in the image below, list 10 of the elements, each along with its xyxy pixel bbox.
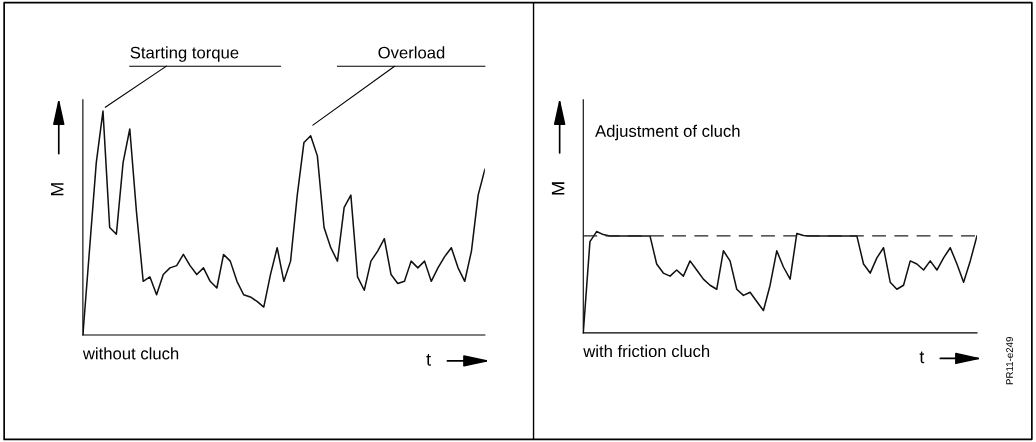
- x-axis-title: t: [426, 353, 431, 366]
- text: PR11-e249: [1006, 337, 1014, 385]
- text: with friction cluch: [583, 344, 710, 358]
- text: without cluch: [82, 347, 179, 360]
- x-axis-title: t: [919, 351, 925, 364]
- y-axis-title: M: [551, 182, 565, 195]
- text: Starting torque: [130, 46, 239, 62]
- y-axis-title: M: [51, 183, 64, 196]
- text: Adjustment of cluch: [595, 124, 740, 141]
- text: Overload: [378, 46, 445, 59]
